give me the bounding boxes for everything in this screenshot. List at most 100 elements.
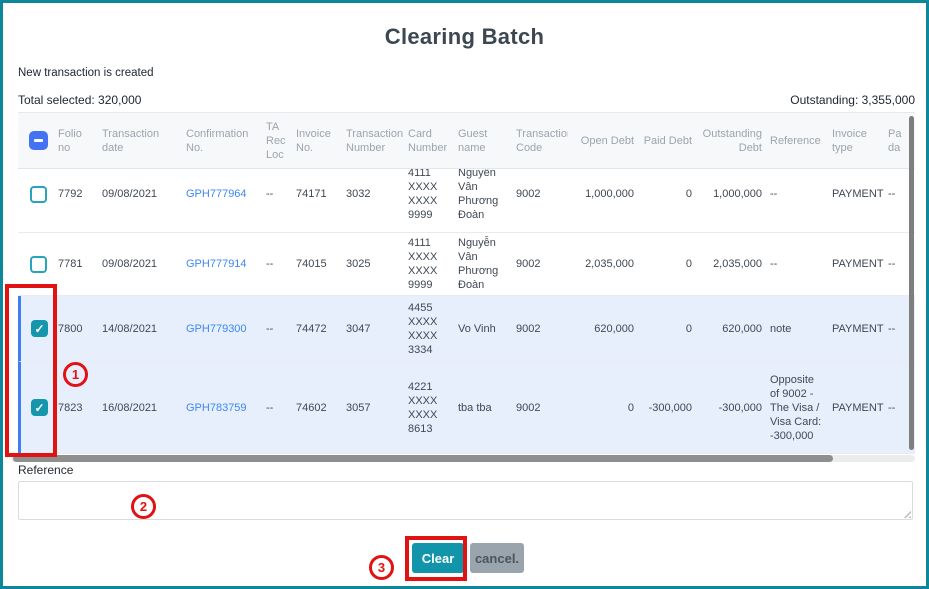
cell-open_debt: 0 [627,401,634,414]
table-row[interactable]: ✓ 7823 16/08/2021 GPH783759 -- 74602 3057 4221 … [18,362,915,454]
reference-input[interactable] [18,481,913,520]
cell-transaction_number: 3032 [346,188,371,200]
cell-transaction_number: 3025 [346,258,371,270]
cell-paid_debt: 0 [685,188,692,200]
cell-invoice_type: PAYMENT [832,188,884,200]
cell-payment: -- [888,258,896,270]
cell-reference: -- [770,188,778,200]
cell-card_number: 4111 XXXX XXXX 9999 [408,237,438,291]
column-header-confirmation: Confirmation No. [186,127,249,154]
cell-outstanding_debt: 1,000,000 [713,188,762,200]
annotation-step-3: 3 [369,555,394,580]
cell-invoice_type: PAYMENT [832,401,884,414]
cell-card_number: 4221 XXXX XXXX 8613 [408,380,438,435]
column-header-transaction_number: Transaction Number [346,127,404,154]
table-row[interactable]: ✓ 7800 14/08/2021 GPH779300 -- 74472 3047 4455 … [18,296,915,362]
column-header-outstanding_debt: Outstanding Debt [702,127,762,154]
annotation-step-3-number: 3 [377,560,386,575]
cell-ta_rec_loc: -- [266,258,274,270]
horizontal-scrollbar-thumb[interactable] [13,455,833,462]
row-checkbox[interactable] [29,255,47,273]
cell-guest_name: Vo Vinh [458,322,496,335]
totals-bar: Total selected: 320,000 Outstanding: 3,3… [18,93,915,107]
select-all-checkbox[interactable] [28,131,48,150]
cell-ta_rec_loc: -- [266,401,274,414]
cell-transaction_code: 9002 [516,188,541,200]
cell-guest_name: tba tba [458,401,492,414]
cell-guest_name: Nguyễn Vân Phương Đoàn [458,237,499,291]
cell-reference: Opposite of 9002 - The Visa / Visa Card:… [770,373,822,442]
cell-open_debt: 2,035,000 [585,258,634,270]
cell-transaction_number: 3047 [346,322,371,335]
cell-payment: -- [888,401,896,414]
column-header-card_number: Card Number [408,127,448,154]
column-header-open_debt: Open Debt [580,134,634,147]
cancel-button[interactable]: cancel. [470,543,524,573]
cell-invoice_no: 74602 [296,401,327,414]
cell-card_number: 4455 XXXX XXXX 3334 [408,301,438,356]
cell-confirmation[interactable]: GPH777914 [186,258,247,270]
transactions-table: Folio no Transaction date Confirmation No.… [18,112,915,454]
indeterminate-mark-icon [33,139,43,142]
row-checkbox-cell: ✓ [21,320,58,337]
cell-invoice_no: 74472 [296,322,327,335]
column-header-ta_rec_loc: TA Rec Loc [266,120,286,161]
column-header-payment: Pa da [888,127,902,154]
page-title: Clearing Batch [384,24,545,49]
row-checkbox[interactable] [29,185,47,203]
column-header-invoice_no: Invoice No. [296,127,331,154]
table-header-row: Folio no Transaction date Confirmation No.… [18,113,915,169]
check-icon: ✓ [34,321,45,336]
cell-outstanding_debt: 2,035,000 [713,258,762,270]
cell-confirmation[interactable]: GPH779300 [186,322,247,335]
cell-reference: note [770,322,792,335]
row-checkbox-cell: ✓ [21,399,58,416]
cell-folio: 7792 [58,188,83,200]
cell-transaction_code: 9002 [516,401,541,414]
table-horizontal-scrollbar[interactable] [11,455,915,462]
cell-open_debt: 620,000 [594,322,634,335]
cell-guest_name: Nguyễn Vân Phương Đoàn [458,169,499,221]
cell-ta_rec_loc: -- [266,322,274,335]
cell-card_number: 4111 XXXX XXXX 9999 [408,169,438,221]
table-body: 7792 09/08/2021 GPH777964 -- 74171 3032 4111 X… [18,169,915,454]
status-message: New transaction is created [18,67,154,79]
check-icon: ✓ [34,400,45,415]
column-header-transaction_code: Transaction Code [516,127,568,154]
cell-payment: -- [888,322,896,335]
row-checkbox[interactable]: ✓ [31,320,48,337]
row-checkbox[interactable]: ✓ [31,399,48,416]
row-checkbox-cell [18,255,58,273]
cell-folio: 7781 [58,258,83,270]
cell-transaction_code: 9002 [516,258,541,270]
reference-label: Reference [18,463,74,477]
table-vertical-scrollbar[interactable] [909,116,914,450]
cell-invoice_no: 74015 [296,258,327,270]
row-checkbox-cell [18,185,58,203]
table-row[interactable]: 7781 09/08/2021 GPH777914 -- 74015 3025 4111 X… [18,233,915,296]
cell-date: 14/08/2021 [102,322,158,335]
cell-ta_rec_loc: -- [266,188,274,200]
column-header-paid_debt: Paid Debt [643,134,692,147]
column-header-date: Transaction date [102,127,160,154]
cell-transaction_number: 3057 [346,401,371,414]
clear-button[interactable]: Clear [412,543,464,573]
cell-date: 09/08/2021 [102,258,158,270]
cell-paid_debt: 0 [685,258,692,270]
cell-payment: -- [888,188,896,200]
cell-confirmation[interactable]: GPH783759 [186,401,247,414]
table-row[interactable]: 7792 09/08/2021 GPH777964 -- 74171 3032 4111 X… [18,169,915,233]
cell-invoice_type: PAYMENT [832,258,884,270]
cell-folio: 7800 [58,322,83,335]
cell-transaction_code: 9002 [516,322,541,335]
column-header-reference: Reference [770,134,821,147]
cell-date: 16/08/2021 [102,401,158,414]
total-selected-label: Total selected: 320,000 [18,93,142,107]
cell-invoice_type: PAYMENT [832,322,884,335]
cell-confirmation[interactable]: GPH777964 [186,188,247,200]
cell-date: 09/08/2021 [102,188,158,200]
cell-paid_debt: -300,000 [648,401,692,414]
cell-invoice_no: 74171 [296,188,327,200]
outstanding-label: Outstanding: 3,355,000 [790,93,915,107]
